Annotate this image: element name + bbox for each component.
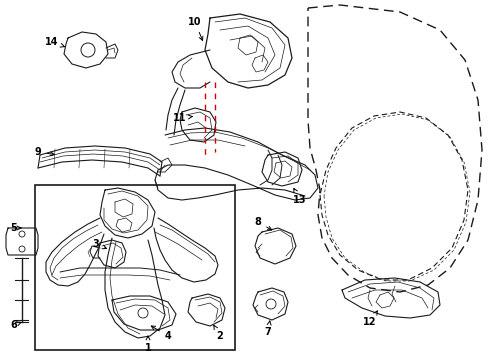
Text: 6: 6 xyxy=(11,320,21,330)
Text: 12: 12 xyxy=(363,311,377,327)
Text: 9: 9 xyxy=(35,147,54,157)
Text: 13: 13 xyxy=(293,188,306,205)
Text: 11: 11 xyxy=(173,113,192,123)
Text: 1: 1 xyxy=(144,336,151,353)
Bar xyxy=(35,185,235,350)
Text: 8: 8 xyxy=(254,217,271,230)
Text: 3: 3 xyxy=(92,239,106,249)
Text: 10: 10 xyxy=(188,17,203,40)
Text: 14: 14 xyxy=(45,37,64,47)
Text: 2: 2 xyxy=(213,325,223,341)
Text: 4: 4 xyxy=(151,326,171,341)
Text: 5: 5 xyxy=(11,223,21,233)
Text: 7: 7 xyxy=(264,321,271,337)
